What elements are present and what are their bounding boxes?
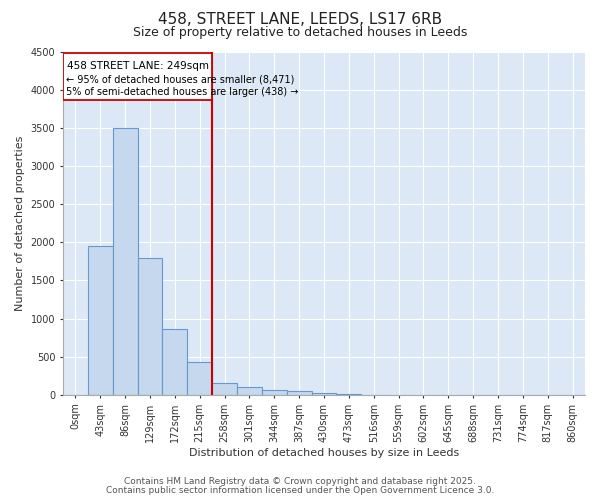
Text: Size of property relative to detached houses in Leeds: Size of property relative to detached ho… [133,26,467,39]
FancyBboxPatch shape [64,53,212,100]
Bar [163,330,187,395]
X-axis label: Distribution of detached houses by size in Leeds: Distribution of detached houses by size … [189,448,459,458]
Bar [113,128,137,395]
Bar [187,362,212,395]
Text: ← 95% of detached houses are smaller (8,471): ← 95% of detached houses are smaller (8,… [66,74,295,85]
Text: 5% of semi-detached houses are larger (438) →: 5% of semi-detached houses are larger (4… [66,86,298,97]
Text: 458, STREET LANE, LEEDS, LS17 6RB: 458, STREET LANE, LEEDS, LS17 6RB [158,12,442,28]
Bar [88,246,113,395]
Bar [311,394,337,395]
Bar [337,394,361,395]
Text: 458 STREET LANE: 249sqm: 458 STREET LANE: 249sqm [67,60,209,70]
Text: Contains public sector information licensed under the Open Government Licence 3.: Contains public sector information licen… [106,486,494,495]
Y-axis label: Number of detached properties: Number of detached properties [15,136,25,311]
Bar [237,388,262,395]
Text: Contains HM Land Registry data © Crown copyright and database right 2025.: Contains HM Land Registry data © Crown c… [124,477,476,486]
Bar [137,258,163,395]
Bar [287,391,311,395]
Bar [212,382,237,395]
Bar [262,390,287,395]
